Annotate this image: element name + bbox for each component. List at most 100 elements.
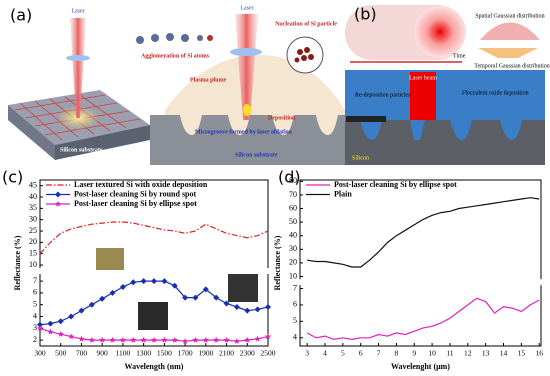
- y-tick-label: 30: [29, 215, 37, 224]
- y-tick-label: 60: [289, 203, 297, 212]
- x-tick-label: 1900: [198, 349, 213, 358]
- legend-label: Post-laser cleaning Si by ellipse spot: [334, 180, 457, 189]
- marker: [57, 318, 64, 325]
- y-tick-label: 5: [293, 316, 297, 325]
- marker: [213, 294, 220, 301]
- substrate-side: [8, 105, 55, 160]
- label: Silicon substrate: [235, 152, 278, 158]
- label: Plasma plume: [190, 77, 227, 83]
- marker: [37, 321, 43, 328]
- legend-marker: [55, 191, 61, 198]
- x-axis-title: Wavelength (nm): [125, 362, 184, 371]
- y-tick-label: 7: [33, 276, 37, 285]
- marker: [130, 336, 137, 343]
- marker: [161, 336, 168, 343]
- marker: [47, 328, 54, 335]
- marker: [119, 283, 126, 290]
- y-tick-label: 25: [29, 226, 37, 235]
- axis-break: [264, 268, 272, 274]
- marker: [57, 331, 64, 337]
- x-tick-label: 6: [359, 349, 363, 358]
- label: Deposition: [268, 115, 296, 121]
- legend-label: Laser textured Si with oxide deposition: [74, 180, 208, 189]
- x-tick-label: 11: [446, 349, 453, 358]
- marker: [223, 336, 230, 343]
- nucleus-inset: [286, 36, 324, 74]
- label: Time: [453, 53, 466, 59]
- x-tick-label: 8: [395, 349, 399, 358]
- series-line: [39, 221, 269, 255]
- marker: [78, 335, 85, 342]
- atoms: [136, 33, 213, 44]
- panel-label: (a): [10, 6, 32, 25]
- marker: [109, 289, 116, 296]
- label: Microgroove formed by laser ablation: [195, 129, 293, 135]
- panel-b: (b) Spatial Gaussian distribution Time T…: [345, 5, 550, 165]
- x-tick-label: 16: [535, 349, 543, 358]
- y-tick-label: 40: [289, 231, 297, 240]
- lens: [66, 55, 90, 61]
- label: Laser: [240, 5, 253, 11]
- legend-label: Plain: [334, 189, 352, 198]
- marker: [265, 333, 271, 340]
- marker: [88, 336, 95, 343]
- label: Laser beam: [409, 75, 437, 81]
- label: Silicon: [352, 155, 369, 161]
- marker: [140, 278, 147, 285]
- silicon: [150, 115, 345, 165]
- y-tick-label: 20: [29, 237, 37, 246]
- label: Temporal Gaussian distribution: [474, 63, 550, 69]
- marker: [151, 278, 157, 285]
- y-tick-label: 6: [293, 300, 297, 309]
- panel-label: (b): [354, 5, 377, 24]
- spatial-profile: [480, 22, 540, 40]
- x-tick-label: 300: [34, 349, 46, 358]
- y-tick-label: 10: [29, 260, 37, 269]
- marker: [213, 336, 220, 343]
- x-tick-label: 4: [323, 349, 327, 358]
- label: Nucleation of Si particle: [275, 21, 337, 27]
- marker: [171, 336, 178, 343]
- sample-photo: [96, 248, 124, 270]
- melt: [243, 104, 251, 116]
- y-tick-label: 2: [33, 335, 37, 344]
- silicon: [345, 120, 545, 165]
- nucleus: [294, 47, 314, 63]
- marker: [119, 336, 126, 343]
- deposit: [346, 116, 386, 122]
- y-tick-label: 3: [33, 323, 37, 332]
- marker: [202, 286, 209, 293]
- y-tick-label: 40: [29, 192, 37, 201]
- legend-label: Post-laser cleaning Si by round spot: [74, 189, 197, 198]
- x-tick-label: 10: [428, 349, 436, 358]
- sample-photo: [228, 274, 258, 302]
- x-tick-label: 15: [518, 349, 526, 358]
- marker: [171, 282, 178, 289]
- marker: [140, 336, 147, 343]
- y-tick-label: 30: [289, 244, 297, 253]
- axis-break: [296, 279, 304, 286]
- plot-frame: [39, 179, 269, 347]
- legend-marker: [55, 200, 61, 207]
- marker: [37, 325, 43, 331]
- x-tick-label: 2300: [240, 349, 255, 358]
- axis-break: [36, 268, 44, 274]
- y-tick-label: 45: [29, 180, 37, 189]
- marker: [88, 301, 95, 308]
- temporal-profile: [478, 48, 538, 58]
- x-tick-label: 13: [482, 349, 490, 358]
- marker: [182, 294, 189, 301]
- marker: [233, 338, 240, 344]
- marker: [233, 304, 240, 311]
- marker: [254, 306, 261, 313]
- x-tick-label: 1500: [157, 349, 172, 358]
- marker: [47, 320, 54, 327]
- marker: [192, 294, 199, 301]
- y-axis-title: Reflectance (%): [273, 235, 282, 290]
- x-tick-label: 14: [500, 349, 508, 358]
- y-tick-label: 20: [289, 258, 297, 267]
- y-tick-label: 6: [33, 288, 37, 297]
- y-tick-label: 5: [33, 300, 37, 309]
